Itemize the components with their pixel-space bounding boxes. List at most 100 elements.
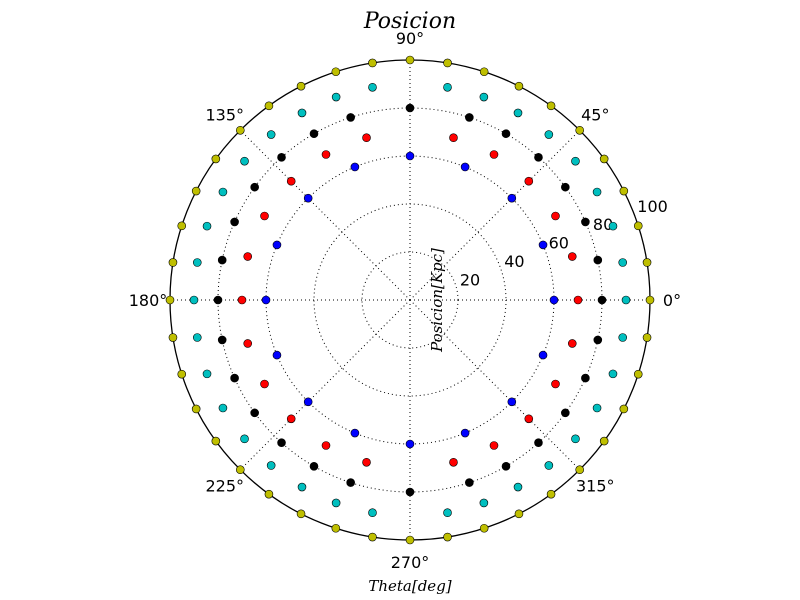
- data-point: [443, 532, 452, 542]
- data-point: [260, 211, 269, 221]
- data-point: [297, 108, 307, 118]
- data-point: [202, 369, 212, 379]
- data-point: [235, 465, 245, 475]
- data-point: [177, 221, 187, 231]
- data-point: [567, 339, 577, 348]
- data-point: [551, 379, 560, 389]
- data-point: [230, 217, 239, 227]
- data-point: [460, 162, 470, 172]
- data-point: [645, 295, 655, 305]
- data-point: [621, 295, 631, 305]
- data-point: [544, 461, 554, 470]
- data-point: [619, 186, 629, 196]
- theta-tick-label: 135°: [205, 106, 244, 125]
- data-point: [266, 130, 276, 139]
- data-point: [260, 379, 269, 389]
- data-point: [277, 153, 286, 162]
- data-point: [346, 113, 355, 122]
- data-point: [350, 162, 360, 172]
- data-point: [362, 133, 371, 143]
- y-axis-label: Posicion[Kpc]: [428, 248, 446, 353]
- data-point: [368, 532, 377, 542]
- data-point: [309, 129, 319, 139]
- x-axis-label: Theta[deg]: [368, 577, 451, 595]
- data-point: [534, 438, 543, 447]
- data-point: [240, 156, 249, 166]
- data-point: [177, 369, 187, 379]
- data-point: [501, 129, 511, 139]
- data-point: [303, 397, 313, 407]
- data-point: [272, 350, 282, 360]
- data-point: [211, 436, 221, 446]
- data-point: [362, 457, 371, 467]
- data-point: [272, 240, 282, 250]
- data-point: [507, 397, 517, 407]
- data-point: [642, 258, 652, 267]
- theta-tick-label: 45°: [581, 106, 609, 125]
- data-point: [524, 414, 534, 424]
- data-point: [443, 82, 452, 92]
- data-point: [405, 487, 415, 497]
- theta-grid-line: [239, 129, 411, 301]
- r-tick-label: 60: [549, 234, 569, 253]
- theta-tick-label: 315°: [576, 476, 615, 495]
- data-point: [546, 489, 556, 499]
- data-point: [286, 414, 296, 424]
- data-point: [524, 176, 534, 186]
- data-point: [297, 482, 307, 492]
- r-tick-label: 100: [637, 197, 668, 216]
- data-point: [592, 403, 602, 413]
- data-point: [321, 150, 331, 159]
- theta-tick-label: 225°: [205, 476, 244, 495]
- data-point: [608, 369, 618, 379]
- data-point: [571, 156, 580, 166]
- data-point: [593, 255, 603, 265]
- data-point: [571, 434, 580, 444]
- data-point: [534, 153, 543, 162]
- data-point: [368, 82, 377, 92]
- data-point: [581, 217, 590, 227]
- data-point: [264, 489, 274, 499]
- chart-title: Posicion: [363, 9, 456, 34]
- data-point: [405, 151, 415, 161]
- data-point: [165, 295, 175, 305]
- data-point: [642, 333, 652, 342]
- data-point: [619, 404, 629, 414]
- data-point: [250, 408, 259, 418]
- data-point: [191, 186, 201, 196]
- data-point: [235, 125, 245, 135]
- data-point: [296, 509, 306, 519]
- data-point: [538, 350, 548, 360]
- theta-grid-line: [409, 129, 581, 301]
- data-point: [592, 187, 602, 197]
- data-point: [405, 439, 415, 449]
- data-point: [168, 333, 178, 342]
- theta-tick-labels: 0° 45° 90° 135° 180° 225° 270° 315°: [129, 29, 681, 572]
- data-point: [514, 509, 524, 519]
- data-point: [192, 258, 202, 267]
- data-point: [309, 461, 319, 471]
- data-point: [489, 150, 499, 159]
- data-point: [218, 403, 228, 413]
- data-point: [549, 295, 559, 305]
- data-point: [544, 130, 554, 139]
- data-point: [331, 92, 341, 102]
- data-point: [514, 81, 524, 91]
- data-point: [237, 295, 247, 305]
- data-point: [561, 182, 570, 192]
- data-point: [513, 108, 523, 118]
- data-point: [618, 258, 628, 267]
- data-point: [286, 176, 296, 186]
- data-point: [191, 404, 201, 414]
- data-point: [443, 508, 452, 518]
- data-point: [264, 101, 274, 111]
- data-point: [192, 333, 202, 342]
- data-point: [479, 498, 489, 508]
- data-point: [599, 154, 609, 164]
- data-point: [561, 408, 570, 418]
- data-point: [465, 478, 474, 487]
- data-point: [479, 67, 489, 77]
- data-point: [597, 295, 607, 305]
- theta-tick-label: 180°: [129, 291, 168, 310]
